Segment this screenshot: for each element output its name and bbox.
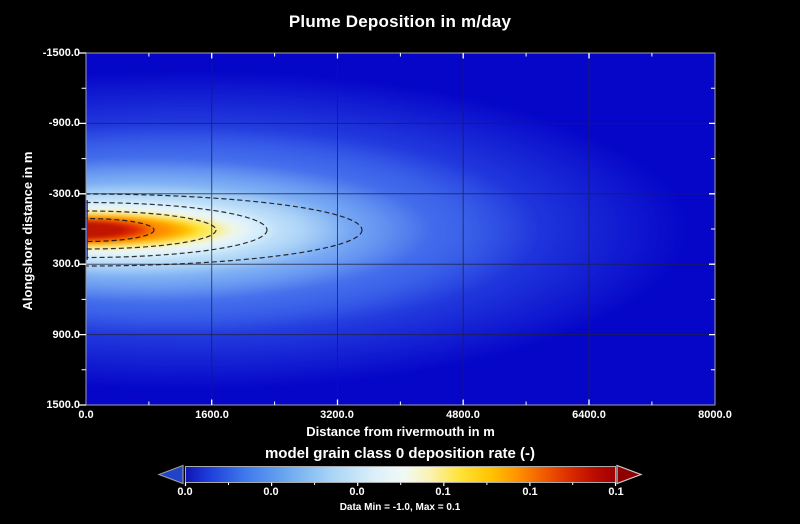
colorbar-tick-label: 0.1 xyxy=(522,486,538,498)
data-min-max-annotation: Data Min = -1.0, Max = 0.1 xyxy=(339,502,461,513)
colorbar-tick-label: 0.0 xyxy=(177,486,193,498)
y-tick-label: -300.0 xyxy=(48,188,80,200)
colorbar xyxy=(157,464,643,486)
axis-ticks xyxy=(78,52,715,406)
heatmap-field xyxy=(86,53,715,405)
x-tick-label: 1600.0 xyxy=(195,409,229,421)
colorbar-tick-label: 0.1 xyxy=(608,486,624,498)
x-tick-label: 6400.0 xyxy=(572,409,606,421)
rivermouth-edge-strip xyxy=(86,200,88,260)
plume-color-layers xyxy=(86,70,690,390)
y-axis-label: Alongshore distance in m xyxy=(20,151,35,311)
x-tick-label: 0.0 xyxy=(78,409,94,421)
colorbar-tick-label: 0.1 xyxy=(435,486,451,498)
colorbar-ticks-marks xyxy=(184,482,617,486)
colorbar-left-arrow-icon xyxy=(157,464,184,485)
y-tick-label: -1500.0 xyxy=(42,47,80,59)
y-tick-label: 300.0 xyxy=(52,258,80,270)
y-tick-label: 1500.0 xyxy=(46,399,80,411)
x-tick-label: 4800.0 xyxy=(446,409,480,421)
y-tick-label: -900.0 xyxy=(48,117,80,129)
colorbar-gradient-bar xyxy=(185,466,616,483)
x-tick-label: 3200.0 xyxy=(320,409,354,421)
deposition-contours xyxy=(86,193,363,267)
colorbar-right-arrow-icon xyxy=(616,464,643,485)
page-title: Plume Deposition in m/day xyxy=(288,12,512,31)
y-tick-label: 900.0 xyxy=(52,329,80,341)
colorbar-title: model grain class 0 deposition rate (-) xyxy=(264,445,536,462)
plume-heatmap-plot xyxy=(78,52,716,406)
x-tick-label: 8000.0 xyxy=(698,409,732,421)
colorbar-tick-label: 0.0 xyxy=(263,486,279,498)
x-axis-label: Distance from rivermouth in m xyxy=(306,424,495,439)
colorbar-tick-label: 0.0 xyxy=(349,486,365,498)
gridlines xyxy=(86,53,715,405)
